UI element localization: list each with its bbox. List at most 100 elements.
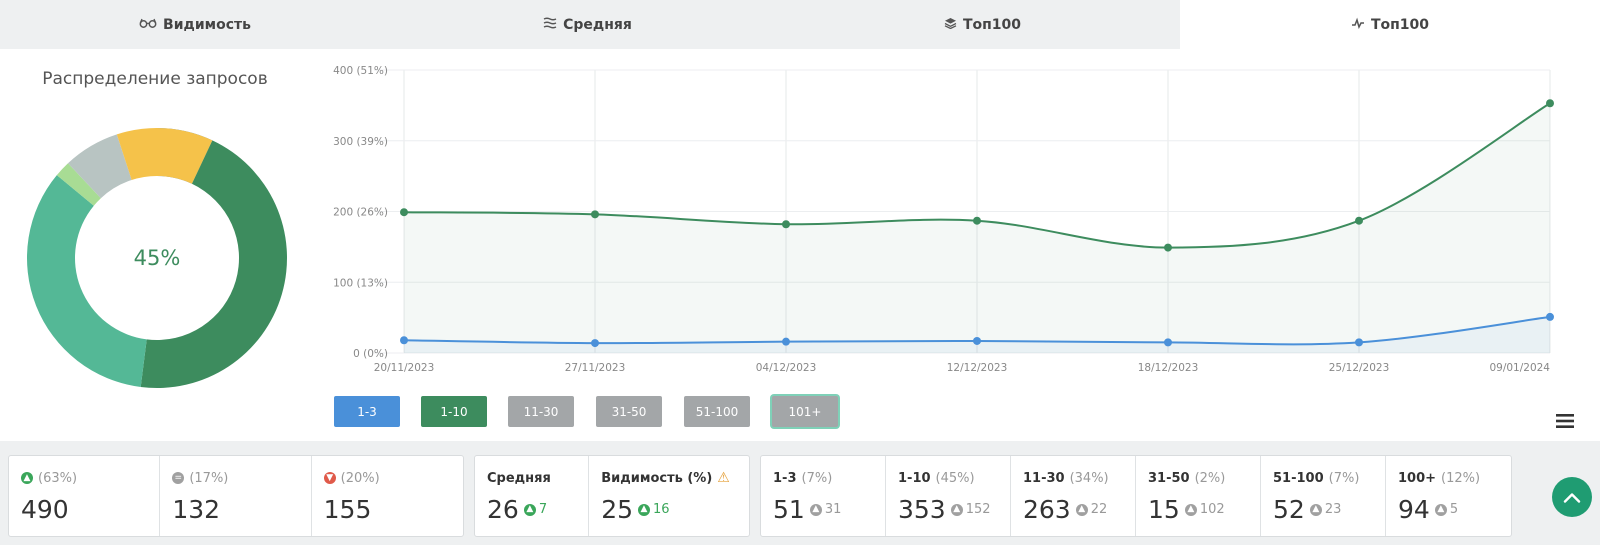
x-tick-label: 20/11/2023 bbox=[374, 362, 435, 374]
tab-visibility[interactable]: Видимость bbox=[0, 0, 390, 49]
distribution-title: Распределение запросов bbox=[42, 69, 268, 89]
hamburger-menu-icon[interactable] bbox=[1556, 411, 1574, 433]
activity-icon bbox=[1351, 17, 1365, 33]
stat-pct: (17%) bbox=[189, 470, 229, 486]
stat-range: 1-3 (7%) 51 ▲ 31 bbox=[761, 456, 886, 536]
data-point[interactable] bbox=[400, 208, 408, 217]
stat-range: 11-30 (34%) 263 ▲ 22 bbox=[1011, 456, 1136, 536]
warning-icon[interactable]: ⚠ bbox=[717, 470, 730, 486]
stat-pct: (12%) bbox=[1441, 470, 1481, 486]
donut-center-label: 45% bbox=[134, 246, 181, 270]
stat-label: 1-10 bbox=[898, 470, 931, 486]
positions-line-chart: 0 (0%) 100 (13%) 200 (26%) 300 (39%) 400 (51… bbox=[333, 65, 1554, 374]
stat-visibility: Видимость (%) ⚠ 25 ▲ 16 bbox=[589, 456, 749, 536]
arrow-up-circle-icon: ▲ bbox=[809, 503, 822, 516]
donut-segment-11-30[interactable] bbox=[26, 175, 147, 387]
legend-button-51-100[interactable]: 51-100 bbox=[684, 396, 750, 427]
stat-pct: (63%) bbox=[38, 470, 78, 486]
arrow-up-circle-icon: ▲ bbox=[1309, 503, 1322, 516]
arrow-up-circle-icon: ▲ bbox=[1434, 503, 1447, 516]
stat-delta: 7 bbox=[538, 502, 548, 517]
data-point[interactable] bbox=[1546, 99, 1554, 108]
stat-value: 94 bbox=[1398, 495, 1430, 524]
stat-pct: (7%) bbox=[801, 470, 833, 486]
legend-button-1-10[interactable]: 1-10 bbox=[421, 396, 487, 427]
arrow-up-circle-icon: ▲ bbox=[1075, 503, 1088, 516]
arrow-up-circle-icon: ▲ bbox=[523, 503, 536, 516]
arrow-up-circle-icon: ▲ bbox=[638, 503, 650, 516]
donut-segment-51-100[interactable] bbox=[68, 134, 132, 199]
legend-button-1-3[interactable]: 1-3 bbox=[334, 396, 400, 427]
data-point[interactable] bbox=[1164, 243, 1172, 252]
data-point[interactable] bbox=[1355, 216, 1363, 225]
data-point[interactable] bbox=[400, 336, 408, 345]
stat-down: ▼ (20%) 155 bbox=[312, 456, 463, 536]
x-tick-label: 18/12/2023 bbox=[1138, 362, 1199, 374]
tab-average[interactable]: Средняя Средняя bbox=[390, 0, 785, 49]
tab-top100-lines[interactable]: Топ100 bbox=[1180, 0, 1600, 49]
donut-segment-31-50[interactable] bbox=[56, 163, 101, 206]
data-point[interactable] bbox=[591, 339, 599, 348]
stat-value: 25 bbox=[601, 495, 633, 524]
stat-delta: 5 bbox=[1449, 502, 1459, 517]
legend-button-101plus[interactable]: 101+ bbox=[772, 396, 838, 427]
y-tick-label: 200 (26%) bbox=[333, 207, 388, 219]
stat-value: 51 bbox=[773, 495, 805, 524]
data-point[interactable] bbox=[591, 210, 599, 219]
tab-label: Топ100 bbox=[962, 16, 1022, 33]
stat-delta: 16 bbox=[653, 502, 670, 517]
chevron-up-icon bbox=[1563, 492, 1581, 503]
stat-value: 132 bbox=[172, 495, 221, 524]
stat-value: 263 bbox=[1023, 495, 1071, 524]
data-point[interactable] bbox=[782, 220, 790, 229]
distribution-panel: Распределение запросов 45% bbox=[0, 49, 310, 441]
stat-value: 353 bbox=[898, 495, 946, 524]
donut-segment-1-10[interactable] bbox=[140, 140, 288, 389]
data-point[interactable] bbox=[1355, 338, 1363, 347]
stat-range: 1-10 (45%) 353 ▲ 152 bbox=[886, 456, 1011, 536]
tab-label: Топ100 bbox=[1370, 16, 1430, 33]
data-point[interactable] bbox=[1546, 312, 1554, 321]
stat-range: 100+ (12%) 94 ▲ 5 bbox=[1386, 456, 1511, 536]
stat-value: 490 bbox=[21, 495, 69, 524]
arrow-up-circle-icon: ▲ bbox=[1184, 503, 1197, 516]
scroll-to-top-button[interactable] bbox=[1552, 477, 1592, 517]
stat-pct: (7%) bbox=[1328, 470, 1360, 486]
stat-delta: 23 bbox=[1324, 502, 1342, 517]
y-tick-label: 400 (51%) bbox=[333, 65, 388, 77]
stat-average: Средняя 26 ▲ 7 bbox=[475, 456, 590, 536]
stat-delta: 152 bbox=[965, 502, 991, 517]
stat-pct: (2%) bbox=[1194, 470, 1226, 486]
donut-segment-101plus[interactable] bbox=[116, 128, 213, 184]
x-tick-label: 27/11/2023 bbox=[565, 362, 626, 374]
data-point[interactable] bbox=[973, 216, 981, 225]
x-tick-label: 25/12/2023 bbox=[1329, 362, 1390, 374]
stat-label: 100+ bbox=[1398, 470, 1437, 486]
tab-top100-stacked[interactable]: Топ100 bbox=[785, 0, 1180, 49]
stat-pct: (45%) bbox=[935, 470, 975, 486]
data-point[interactable] bbox=[1164, 338, 1172, 347]
y-tick-label: 0 (0%) bbox=[353, 348, 388, 360]
stat-delta: 31 bbox=[824, 502, 842, 517]
stat-value: 52 bbox=[1273, 495, 1305, 524]
x-tick-label: 09/01/2024 bbox=[1489, 362, 1550, 374]
tab-label: Средняя bbox=[563, 16, 632, 33]
data-point[interactable] bbox=[973, 336, 981, 345]
stat-range: 31-50 (2%) 15 ▲ 102 bbox=[1136, 456, 1261, 536]
x-tick-label: 12/12/2023 bbox=[947, 362, 1008, 374]
stat-range: 51-100 (7%) 52 ▲ 23 bbox=[1261, 456, 1386, 536]
y-tick-label: 100 (13%) bbox=[333, 277, 388, 289]
stat-label: 1-3 bbox=[773, 470, 797, 486]
tab-bar: Видимость Средняя Средняя Топ100 Топ100 bbox=[0, 0, 1600, 49]
stat-label: 51-100 bbox=[1273, 470, 1324, 486]
y-tick-label: 300 (39%) bbox=[333, 136, 388, 148]
data-point[interactable] bbox=[782, 337, 790, 346]
legend-button-11-30[interactable]: 11-30 bbox=[508, 396, 574, 427]
stat-up: ▲ (63%) 490 bbox=[9, 456, 161, 536]
legend-button-31-50[interactable]: 31-50 bbox=[596, 396, 662, 427]
x-tick-label: 04/12/2023 bbox=[756, 362, 817, 374]
arrow-down-circle-icon: ▼ bbox=[323, 472, 336, 484]
tab-label: Видимость bbox=[163, 16, 251, 33]
stat-label: 11-30 bbox=[1023, 470, 1065, 486]
stat-delta: 22 bbox=[1090, 502, 1108, 517]
